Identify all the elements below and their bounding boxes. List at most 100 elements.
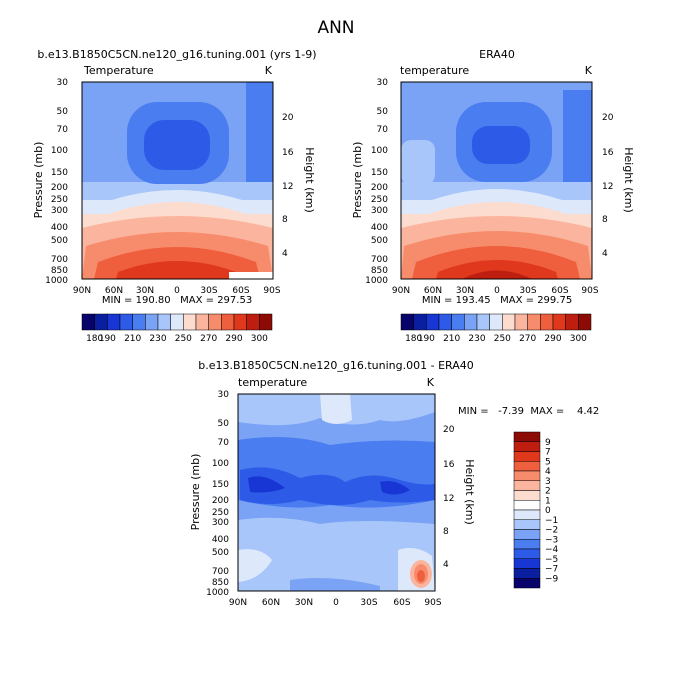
colorbar-label: −5	[545, 555, 558, 565]
pressure-tick: 50	[377, 107, 389, 117]
lat-tick: 60N	[262, 598, 280, 608]
panel-model-frame	[81, 81, 274, 280]
colorbar-label: 5	[545, 457, 551, 467]
pressure-tick: 70	[218, 438, 230, 448]
pressure-tick: 30	[377, 78, 389, 88]
colorbar-label: 290	[544, 334, 561, 344]
panel-diff-units: K	[427, 376, 435, 389]
pressure-tick: 700	[51, 255, 68, 265]
colorbar-swatch	[145, 313, 159, 331]
colorbar-label: 250	[494, 334, 511, 344]
lat-tick: 30S	[360, 598, 377, 608]
colorbar-label: 290	[225, 334, 242, 344]
lat-tick: 90N	[229, 598, 247, 608]
panel-obs: ERA40 temperature K Pressure (mb) Height…	[351, 48, 635, 344]
height-tick: 4	[282, 249, 288, 259]
colorbar-swatch	[119, 313, 133, 331]
colorbar-swatch	[513, 451, 541, 462]
colorbar-label: −4	[545, 545, 559, 555]
colorbar-label: 4	[545, 467, 551, 477]
colorbar-swatch	[513, 558, 541, 569]
height-tick: 12	[282, 182, 293, 192]
pressure-tick: 700	[371, 255, 388, 265]
colorbar-label: 230	[468, 334, 485, 344]
pressure-tick: 500	[212, 548, 229, 558]
colorbar-swatch	[552, 313, 566, 331]
pressure-tick: 250	[212, 508, 229, 518]
colorbar-swatch	[438, 313, 452, 331]
pressure-tick: 1000	[45, 276, 68, 286]
colorbar-swatch	[81, 313, 95, 331]
colorbar-swatch	[233, 313, 247, 331]
colorbar-label: 210	[443, 334, 460, 344]
colorbar-swatch	[183, 313, 197, 331]
obs-tropopause-inner	[472, 126, 530, 164]
pressure-tick: 150	[51, 168, 68, 178]
colorbar-label: 180	[86, 334, 103, 344]
height-tick: 8	[602, 215, 608, 225]
panel-model-lat-ticks: 90N 60N 30N 0 30S 60S 90S	[73, 286, 281, 296]
diff-lower-white-left	[238, 549, 272, 582]
pressure-tick: 300	[371, 206, 388, 216]
page-title: ANN	[317, 18, 354, 38]
colorbar-label: 0	[545, 506, 551, 516]
pressure-tick: 200	[212, 496, 229, 506]
lat-tick: 30N	[295, 598, 313, 608]
diff-upper-white	[320, 394, 352, 424]
colorbar-swatch	[502, 313, 516, 331]
height-tick: 16	[443, 460, 455, 470]
height-tick: 4	[443, 560, 449, 570]
colorbar-swatch	[513, 519, 541, 530]
lat-tick: 90N	[73, 286, 91, 296]
pressure-tick: 30	[218, 390, 230, 400]
height-tick: 16	[282, 148, 294, 158]
diff-tropo-darker	[248, 476, 285, 493]
colorbar-swatch	[476, 313, 490, 331]
panel-model-pressure-ticks: 30 50 70 100 150 200 250 300 400 500 700…	[45, 78, 68, 286]
colorbar-swatch	[513, 568, 541, 579]
colorbar-label: −3	[545, 535, 558, 545]
colorbar-label: 9	[545, 438, 551, 448]
height-tick: 8	[443, 527, 449, 537]
colorbar-swatch	[513, 500, 541, 511]
colorbar-swatch	[426, 313, 440, 331]
obs-field-polar-left	[401, 140, 435, 185]
pressure-tick: 50	[57, 107, 69, 117]
panel-obs-variable: temperature	[400, 64, 469, 77]
colorbar-swatch	[107, 313, 121, 331]
panel-obs-stats: MIN = 193.45 MAX = 299.75	[422, 295, 572, 306]
panel-obs-units: K	[585, 64, 593, 77]
pressure-tick: 300	[212, 518, 229, 528]
panel-obs-title: ERA40	[479, 48, 515, 61]
pressure-tick: 850	[51, 266, 68, 276]
colorbar-swatch	[513, 509, 541, 520]
colorbar-swatch	[527, 313, 541, 331]
pressure-tick: 100	[51, 146, 68, 156]
colorbar-swatch	[513, 470, 541, 481]
lat-tick: 30N	[136, 286, 154, 296]
colorbar-label: 1	[545, 496, 551, 506]
pressure-tick: 50	[218, 419, 230, 429]
pressure-tick: 200	[371, 183, 388, 193]
colorbar-swatch	[513, 578, 541, 589]
colorbar-swatch	[513, 529, 541, 540]
colorbar-label: 270	[200, 334, 217, 344]
lat-tick: 60S	[551, 286, 568, 296]
pressure-tick: 850	[212, 578, 229, 588]
colorbar-swatch	[513, 548, 541, 559]
panel-model-units: K	[265, 64, 273, 77]
panel-diff-frame	[237, 393, 436, 592]
colorbar-label: 180	[405, 334, 422, 344]
colorbar-swatch	[464, 313, 478, 331]
model-band-6	[116, 261, 238, 279]
panel-diff-right-ylabel: Height (km)	[463, 459, 476, 525]
colorbar-swatch	[400, 313, 414, 331]
model-tropopause-inner	[144, 120, 210, 170]
colorbar-label: −2	[545, 526, 558, 536]
colorbar-swatch	[513, 480, 541, 491]
lat-tick: 0	[333, 598, 339, 608]
colorbar-label: 270	[519, 334, 536, 344]
pressure-tick: 1000	[206, 588, 229, 598]
